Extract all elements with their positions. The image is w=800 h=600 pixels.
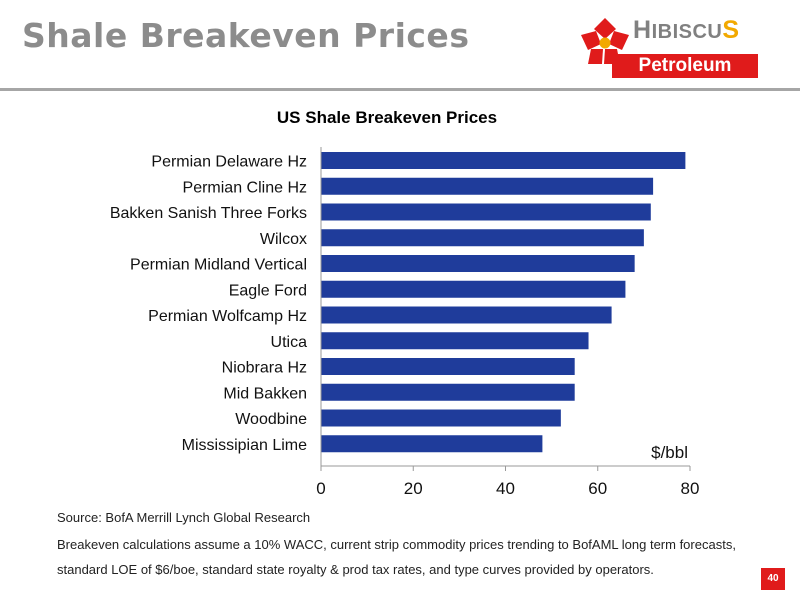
x-tick-label: 40 — [496, 479, 515, 495]
title-divider — [0, 88, 800, 91]
bar — [321, 332, 589, 350]
logo-subtitle: Petroleum — [612, 54, 758, 78]
bar-chart: US Shale Breakeven Prices Permian Delawar… — [110, 108, 700, 495]
bar — [321, 203, 651, 221]
category-label: Bakken Sanish Three Forks — [110, 205, 307, 222]
category-label: Permian Midland Vertical — [130, 257, 307, 274]
x-tick-label: 0 — [316, 479, 325, 495]
bar — [321, 306, 612, 324]
x-tick-label: 80 — [681, 479, 700, 495]
unit-label: $/bbl — [651, 443, 688, 462]
category-label: Woodbine — [235, 411, 307, 428]
bar — [321, 358, 575, 375]
bar — [321, 255, 635, 272]
slide-title: Shale Breakeven Prices — [22, 16, 470, 55]
category-label: Wilcox — [260, 231, 307, 248]
methodology-note: Breakeven calculations assume a 10% WACC… — [57, 537, 736, 577]
bar — [321, 177, 654, 195]
category-label: Niobrara Hz — [222, 360, 307, 377]
bar — [321, 435, 543, 453]
bar — [321, 229, 644, 247]
x-tick-label: 60 — [588, 479, 607, 495]
bar — [321, 280, 626, 298]
category-label: Permian Delaware Hz — [151, 154, 307, 171]
logo-wordmark: HIBISCUS — [633, 16, 740, 44]
bar — [321, 409, 561, 427]
page-number: 40 — [761, 568, 785, 590]
category-label: Mississipian Lime — [182, 437, 307, 454]
category-label: Permian Cline Hz — [183, 179, 307, 196]
category-label: Permian Wolfcamp Hz — [148, 308, 307, 325]
category-label: Utica — [271, 334, 308, 351]
chart-title: US Shale Breakeven Prices — [277, 108, 497, 127]
company-logo: HIBISCUS Petroleum — [575, 10, 780, 80]
category-label: Eagle Ford — [229, 282, 307, 299]
source-note: Source: BofA Merrill Lynch Global Resear… — [57, 510, 311, 525]
bar — [321, 152, 686, 169]
category-label: Mid Bakken — [223, 385, 307, 402]
x-tick-label: 20 — [404, 479, 423, 495]
bar — [321, 383, 575, 401]
hibiscus-flower-icon — [581, 18, 629, 64]
